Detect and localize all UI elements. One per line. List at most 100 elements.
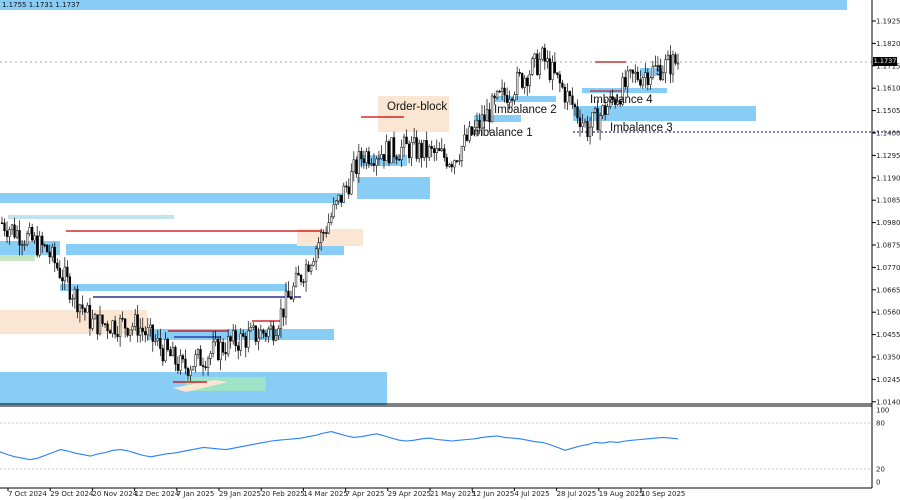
candle-body — [71, 298, 74, 300]
candle-body — [480, 114, 484, 129]
date-tick-label: 12 Dec 2024 — [135, 490, 180, 498]
candle-body — [68, 276, 72, 300]
candle-body — [576, 106, 579, 119]
candle-body — [443, 148, 446, 158]
candle-body — [619, 100, 622, 105]
candle-body — [166, 339, 170, 350]
imbalance-zone-line — [60, 284, 287, 291]
candle-body — [304, 264, 308, 282]
candle-body — [531, 58, 534, 75]
candle-body — [38, 235, 41, 256]
candle-body — [254, 325, 257, 342]
date-tick-label: 10 Sep 2025 — [641, 490, 685, 498]
candle-body — [10, 224, 14, 230]
candle-body — [505, 95, 509, 103]
candle-body — [571, 95, 574, 105]
orderblock-label: Order-block — [387, 101, 447, 113]
candle-body — [224, 352, 227, 355]
candle-body — [98, 314, 102, 335]
candle-body — [603, 105, 607, 115]
candle-body — [455, 160, 459, 162]
candle-body — [362, 158, 366, 163]
imbalance-zone-1b — [357, 155, 407, 166]
candle-body — [370, 163, 373, 165]
candle-body — [267, 328, 270, 337]
candle-body — [440, 148, 443, 151]
candle-body — [249, 327, 252, 332]
candle-body — [676, 62, 680, 65]
candle-body — [629, 69, 632, 72]
date-tick-label: 20 Nov 2024 — [92, 490, 137, 498]
candle-body — [156, 338, 159, 342]
oscillator-line — [0, 431, 679, 461]
date-tick-label: 14 Mar 2025 — [303, 490, 347, 498]
candle-body — [317, 242, 320, 250]
candle-body — [390, 137, 393, 164]
date-tick-label: 29 Jan 2025 — [219, 490, 261, 498]
candle-body — [340, 194, 343, 203]
candle-body — [478, 119, 481, 129]
candle-body — [558, 74, 562, 84]
candle-body — [526, 77, 529, 87]
candle-body — [154, 340, 157, 343]
candle-body — [66, 266, 69, 278]
candle-body — [307, 264, 310, 272]
candle-body — [583, 120, 587, 124]
candle-body — [644, 72, 647, 79]
candle-body — [634, 71, 637, 74]
candle-body — [624, 77, 627, 88]
candle-body — [111, 320, 114, 334]
candle-body — [430, 146, 433, 149]
candle-body — [269, 325, 273, 330]
candle-body — [73, 288, 77, 299]
candle-body — [641, 77, 644, 86]
candle-body — [400, 146, 403, 160]
candle-body — [357, 151, 360, 174]
candle-body — [586, 120, 589, 137]
candle-body — [43, 244, 46, 247]
candle-body — [103, 323, 107, 325]
price-tick-label: 1.0245 — [876, 376, 900, 384]
candle-body — [159, 338, 162, 349]
candle-body — [284, 290, 288, 318]
candle-body — [651, 66, 655, 78]
imbalance-zone-1 — [357, 177, 430, 199]
candle-body — [664, 59, 667, 74]
candle-body — [402, 136, 406, 148]
candle-body — [18, 230, 21, 246]
current-price-badge: 1.1737 — [873, 57, 897, 66]
candle-body — [289, 296, 293, 300]
candle-body — [46, 244, 49, 253]
candle-body — [352, 159, 355, 172]
candle-body — [118, 317, 122, 338]
candle-body — [131, 326, 134, 331]
candle-body — [287, 290, 290, 298]
candle-body — [636, 71, 639, 80]
candle-body — [53, 246, 56, 264]
candle-body — [58, 267, 61, 278]
candle-body — [631, 69, 634, 74]
price-tick-label: 1.1505 — [876, 107, 900, 115]
candle-body — [139, 327, 142, 336]
candle-body — [445, 157, 448, 167]
candle-body — [415, 137, 418, 159]
candle-body — [299, 275, 303, 282]
candle-body — [149, 324, 152, 329]
candle-body — [606, 106, 609, 115]
orderblock-wedge — [173, 380, 228, 392]
candle-body — [61, 277, 64, 282]
candle-body — [551, 62, 554, 80]
candle-body — [116, 333, 119, 338]
candle-body — [96, 314, 99, 335]
candle-body — [591, 112, 594, 128]
candle-body — [543, 47, 546, 62]
candle-body — [483, 114, 486, 121]
candle-body — [227, 336, 230, 355]
candle-body — [219, 341, 222, 361]
zone-thin-band — [8, 215, 174, 219]
candle-body — [380, 154, 383, 159]
candle-body — [33, 235, 36, 241]
candle-body — [211, 341, 215, 354]
